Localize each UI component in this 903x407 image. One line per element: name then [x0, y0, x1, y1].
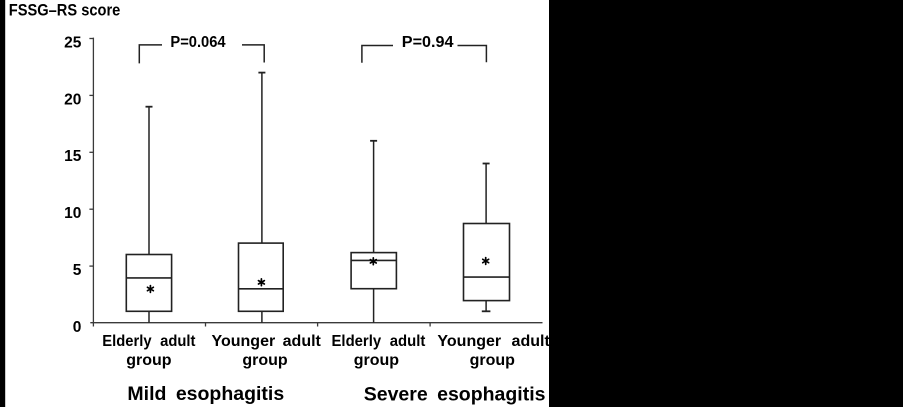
svg-text:FSSG–RS score: FSSG–RS score — [9, 1, 121, 20]
svg-text:P=0.064: P=0.064 — [170, 34, 225, 51]
svg-text:10: 10 — [64, 205, 81, 222]
svg-text:Elderly adult: Elderly adult — [102, 333, 196, 350]
svg-text:group: group — [470, 352, 516, 369]
svg-text:Younger adult: Younger adult — [212, 333, 322, 350]
svg-text:group: group — [242, 352, 288, 369]
svg-text:5: 5 — [73, 262, 82, 279]
svg-text:group: group — [126, 352, 172, 369]
svg-text:Severe esophagitis: Severe esophagitis — [364, 383, 546, 405]
svg-text:group: group — [354, 352, 400, 369]
svg-text:Mild esophagitis: Mild esophagitis — [127, 383, 284, 405]
svg-text:Younger adult: Younger adult — [437, 333, 550, 350]
svg-text:25: 25 — [64, 34, 82, 51]
svg-text:0: 0 — [73, 319, 82, 336]
svg-text:15: 15 — [64, 148, 82, 165]
svg-text:P=0.94: P=0.94 — [402, 34, 454, 51]
svg-text:20: 20 — [64, 91, 81, 108]
svg-text:Elderly adult: Elderly adult — [332, 333, 426, 350]
